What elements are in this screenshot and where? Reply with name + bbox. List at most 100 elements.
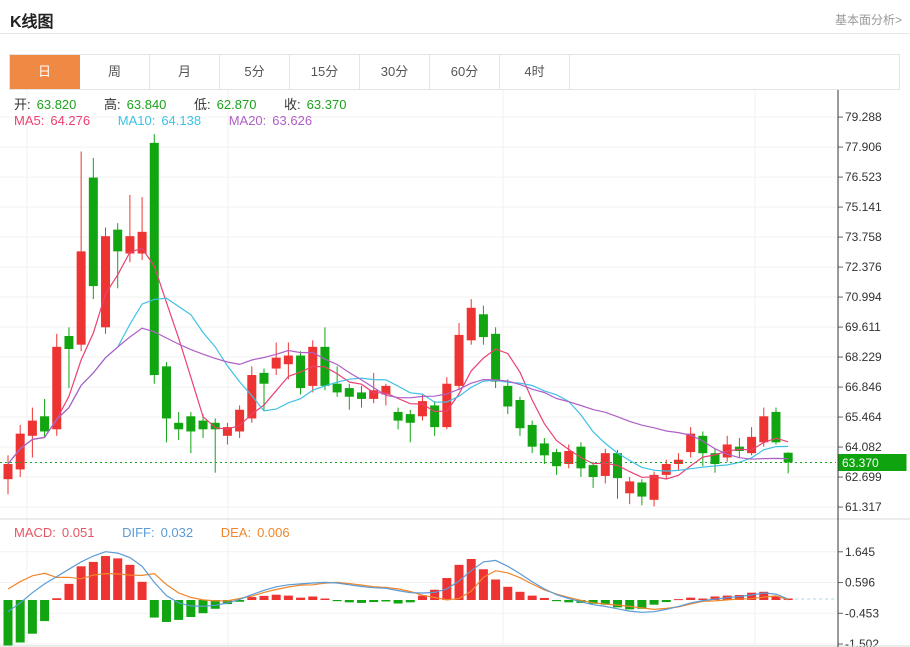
macd-bar (747, 592, 757, 600)
main-y-axis-label: 76.523 (845, 170, 882, 184)
candle-body (64, 335, 74, 350)
candle-body (137, 231, 147, 254)
macd-legend: MACD: 0.051 DIFF: 0.032 DEA: 0.006 (14, 525, 296, 540)
low-value: 62.870 (216, 97, 257, 112)
macd-bar (174, 600, 184, 620)
candle-body (76, 251, 86, 345)
tab-period-1[interactable]: 周 (80, 55, 150, 89)
candle-body (515, 400, 525, 429)
macd-bar (771, 596, 781, 600)
candle-body (186, 416, 196, 432)
candle-body (15, 433, 25, 470)
macd-bar (686, 597, 696, 600)
macd-bar (76, 566, 86, 600)
macd-bar (149, 600, 159, 618)
tab-period-6[interactable]: 60分 (430, 55, 500, 89)
candle-body (771, 411, 781, 443)
candle-body (381, 385, 391, 395)
macd-bar (600, 600, 610, 605)
macd-bar (88, 561, 98, 600)
macd-bar (222, 600, 232, 605)
macd-bar (40, 600, 50, 622)
macd-bar (125, 564, 135, 600)
main-y-axis-label: 70.994 (845, 290, 882, 304)
main-y-axis-label: 72.376 (845, 260, 882, 274)
tab-period-3[interactable]: 5分 (220, 55, 290, 89)
candle-body (149, 142, 159, 376)
main-y-axis-label: 69.611 (845, 320, 881, 334)
macd-bar (552, 600, 562, 602)
candle-body (417, 401, 427, 417)
main-y-axis-label: 62.699 (845, 470, 882, 484)
low-label: 低: (194, 97, 211, 112)
macd-bar (564, 600, 574, 603)
macd-bar (113, 558, 123, 600)
macd-bar (649, 600, 659, 605)
macd-bar (613, 600, 622, 608)
main-y-axis-label: 61.317 (845, 500, 882, 514)
macd-bar (430, 589, 440, 600)
macd-bar (52, 598, 62, 600)
tab-period-0[interactable]: 日 (10, 55, 80, 89)
candle-body (710, 453, 720, 465)
candle-body (491, 333, 501, 382)
ohlc-legend: 开: 63.820 高: 63.840 低: 62.870 收: 63.370 (14, 94, 352, 113)
macd-bar (734, 595, 744, 600)
candle-body (222, 427, 232, 436)
candle-body (454, 334, 464, 386)
macd-y-axis-label: 1.645 (845, 545, 875, 559)
candle-body (332, 383, 342, 393)
candle-body (174, 422, 184, 430)
tab-period-7[interactable]: 4时 (500, 55, 570, 89)
macd-bar (405, 600, 415, 603)
macd-bar (539, 597, 549, 600)
open-label: 开: (14, 97, 31, 112)
macd-bar (271, 594, 281, 600)
candle-body (698, 435, 708, 454)
main-y-axis-label: 77.906 (845, 140, 882, 154)
tab-period-2[interactable]: 月 (150, 55, 220, 89)
diff-line (7, 551, 789, 613)
main-y-axis-label: 64.082 (845, 440, 882, 454)
page-title: K线图 (10, 14, 54, 31)
high-value: 63.840 (126, 97, 167, 112)
ma10-line (7, 297, 789, 472)
candle-body (198, 420, 208, 430)
macd-bar (759, 591, 769, 600)
ma5-line (7, 247, 789, 480)
ma5-value: 64.276 (50, 113, 91, 128)
main-y-axis-label: 75.141 (845, 200, 882, 214)
fundamental-analysis-link[interactable]: 基本面分析> (834, 13, 902, 27)
candle-body (747, 436, 757, 454)
candle-body (235, 409, 245, 432)
close-label: 收: (284, 97, 301, 112)
candle-body (125, 236, 135, 254)
macd-bar (3, 600, 13, 646)
macd-value: 0.051 (61, 525, 95, 540)
open-value: 63.820 (36, 97, 77, 112)
tab-period-4[interactable]: 15分 (290, 55, 360, 89)
macd-bar (64, 583, 74, 600)
candle-body (552, 452, 562, 467)
macd-bar (625, 600, 635, 610)
candle-body (637, 482, 647, 497)
current-price-badge (838, 454, 907, 471)
macd-bar (515, 591, 525, 600)
tab-period-5[interactable]: 30分 (360, 55, 430, 89)
candle-body (357, 392, 367, 399)
candle-body (283, 355, 293, 365)
candle-body (52, 346, 62, 430)
candle-body (478, 314, 488, 338)
candle-body (466, 307, 476, 341)
main-y-axis-label: 68.229 (845, 350, 882, 364)
candle-body (527, 424, 537, 447)
macd-bar (381, 600, 391, 602)
macd-bar (673, 599, 683, 601)
candle-body (405, 414, 415, 423)
candle-body (686, 433, 696, 453)
close-value: 63.370 (306, 97, 347, 112)
macd-bar (588, 600, 598, 604)
macd-bar (210, 600, 220, 609)
